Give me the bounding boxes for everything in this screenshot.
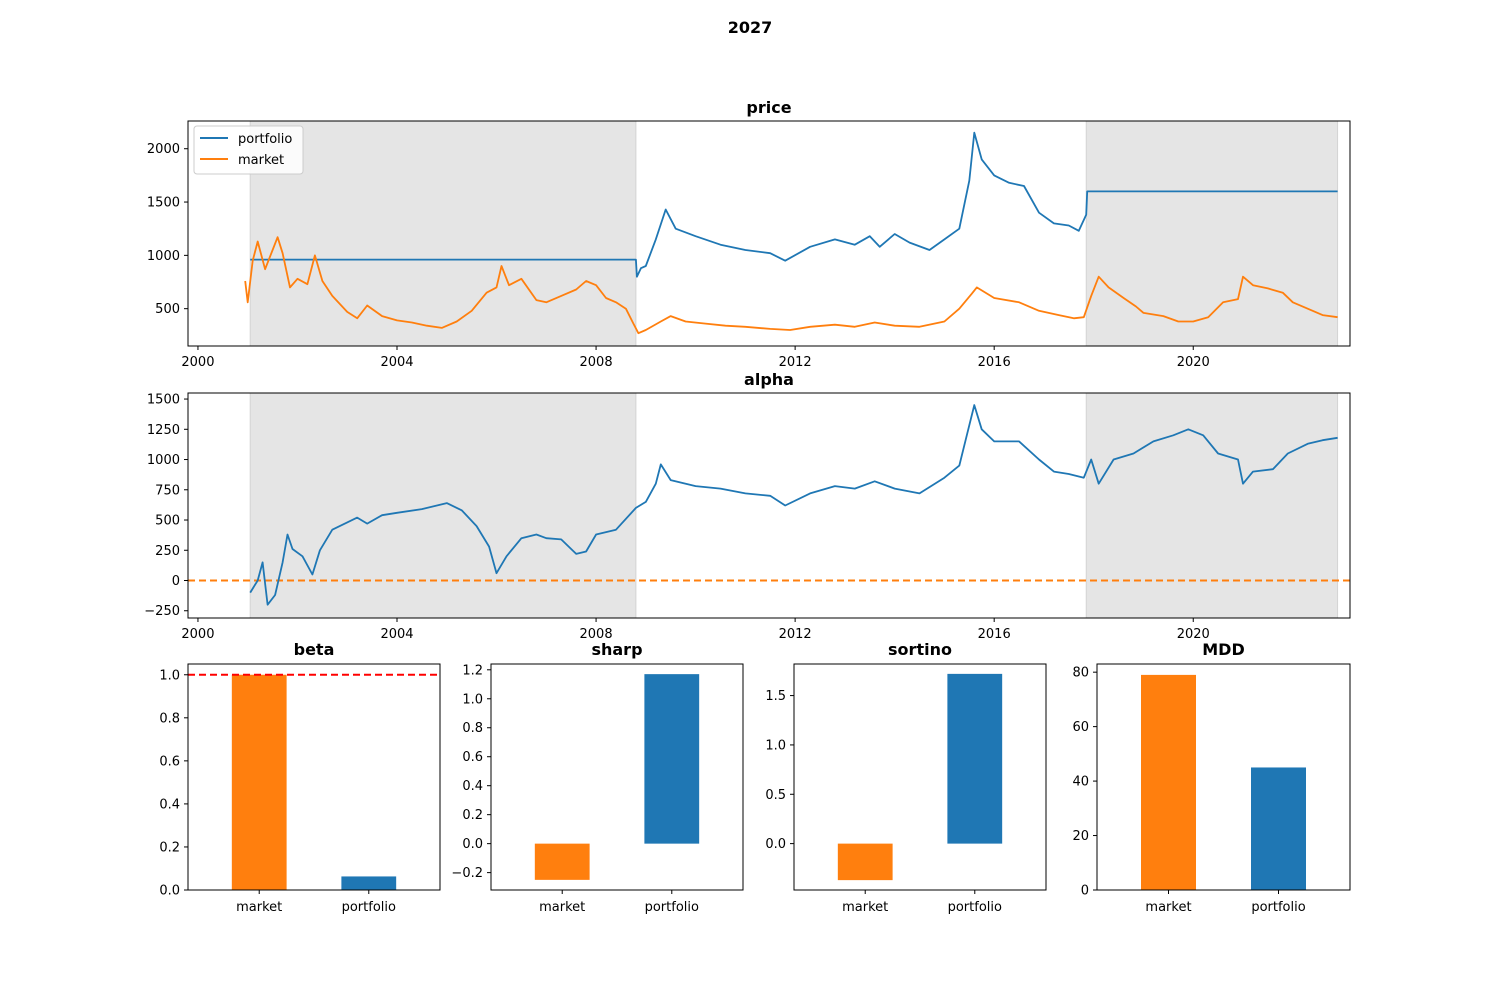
y-tick-label: 1500 [147,196,180,211]
y-tick-label: −250 [144,604,180,619]
axes-frame [490,663,744,891]
chart-alpha: 2000 2004 2008 2012 2016 2020 −250 0 250 500 750 10… [144,370,1351,642]
x-tick-label: market [539,900,585,915]
chart-title: MDD [1202,640,1244,659]
x-tick-label: market [236,900,282,915]
x-tick-label: 2016 [978,355,1011,370]
bar-portfolio [947,673,1003,844]
bar-portfolio [1251,767,1306,890]
y-tick-label: 1.0 [159,668,180,683]
chart-beta: market portfolio 0.0 0.2 0.4 0.6 0.8 1.0 beta [159,640,441,915]
x-tick-label: 2008 [580,355,613,370]
x-tick-label: 2016 [978,627,1011,642]
axes-frame [1096,663,1351,891]
x-tick-label: 2012 [779,627,812,642]
x-tick-label: 2004 [380,355,413,370]
y-tick-label: 0.4 [159,797,180,812]
y-tick-label: 2000 [147,142,180,157]
y-tick-label: 1000 [147,453,180,468]
axes-frame [187,120,1351,347]
y-tick-label: 0 [172,574,180,589]
y-tick-label: 1.0 [765,738,786,753]
series-line-alpha [249,404,1338,606]
x-tick-label: 2000 [181,355,214,370]
y-tick-label: 20 [1072,829,1089,844]
x-tick-label: 2008 [580,627,613,642]
axes-frame [793,663,1047,891]
y-tick-label: 60 [1072,720,1089,735]
x-tick-label: portfolio [948,900,1002,915]
y-tick-label: 1250 [147,423,180,438]
x-tick-label: 2000 [181,627,214,642]
y-tick-label: 0.0 [159,884,180,899]
chart-price: 2000 2004 2008 2012 2016 2020 500 1000 1500 2000 p… [147,98,1351,370]
y-tick-label: −0.2 [451,866,483,881]
y-tick-label: 40 [1072,775,1089,790]
bar-market [231,674,287,890]
bar-portfolio [341,876,397,890]
y-tick-label: 1500 [147,393,180,408]
y-tick-label: 0.8 [462,721,483,736]
shaded-period [1085,393,1339,618]
plot-area-price [244,121,1339,346]
bar-market [837,843,893,881]
y-tick-label: 0.6 [159,754,180,769]
chart-title: alpha [744,370,794,389]
y-tick-label: 750 [155,483,180,498]
y-tick-label: 500 [155,302,180,317]
x-tick-label: 2020 [1177,355,1210,370]
y-tick-label: 0.6 [462,750,483,765]
y-tick-label: 0 [1081,884,1089,899]
chart-title: sharp [591,640,642,659]
y-tick-label: 0.8 [159,711,180,726]
y-tick-label: 1.5 [765,689,786,704]
y-tick-label: 1.0 [462,692,483,707]
x-tick-label: market [842,900,888,915]
axes-frame [187,663,441,891]
y-tick-label: 0.0 [765,837,786,852]
y-tick-label: 250 [155,544,180,559]
chart-title: sortino [888,640,952,659]
y-tick-label: 0.0 [462,837,483,852]
x-tick-label: market [1145,900,1191,915]
shaded-period [1085,121,1339,346]
figure-title: 2027 [727,18,773,37]
plot-area-alpha [188,393,1350,618]
shaded-period [249,393,637,618]
x-tick-label: portfolio [645,900,699,915]
legend-label: market [238,153,284,168]
chart-mdd: market portfolio 0 20 40 60 80 MDD [1072,640,1351,915]
shaded-period [249,121,637,346]
y-tick-label: 500 [155,514,180,529]
x-tick-label: portfolio [342,900,396,915]
bar-market [534,843,590,880]
x-tick-label: 2004 [380,627,413,642]
chart-sharp: market portfolio −0.2 0.0 0.2 0.4 0.6 0.8 1.0 1.2… [451,640,744,915]
legend: portfolio market [193,125,304,175]
y-tick-label: 0.2 [462,808,483,823]
series-line-portfolio [250,131,1338,278]
y-tick-label: 0.4 [462,779,483,794]
x-tick-label: 2020 [1177,627,1210,642]
axes-frame [187,392,1351,619]
bar-market [1141,674,1196,890]
y-tick-label: 1000 [147,249,180,264]
x-tick-label: portfolio [1251,900,1305,915]
y-tick-label: 1.2 [462,663,483,678]
chart-title: price [746,98,791,117]
chart-title: beta [294,640,335,659]
y-tick-label: 0.5 [765,788,786,803]
bar-portfolio [644,674,700,844]
x-tick-label: 2012 [779,355,812,370]
y-tick-label: 0.2 [159,840,180,855]
chart-sortino: market portfolio 0.0 0.5 1.0 1.5 sortino [765,640,1047,915]
legend-label: portfolio [238,132,292,147]
y-tick-label: 80 [1072,666,1089,681]
series-line-market [244,236,1338,335]
